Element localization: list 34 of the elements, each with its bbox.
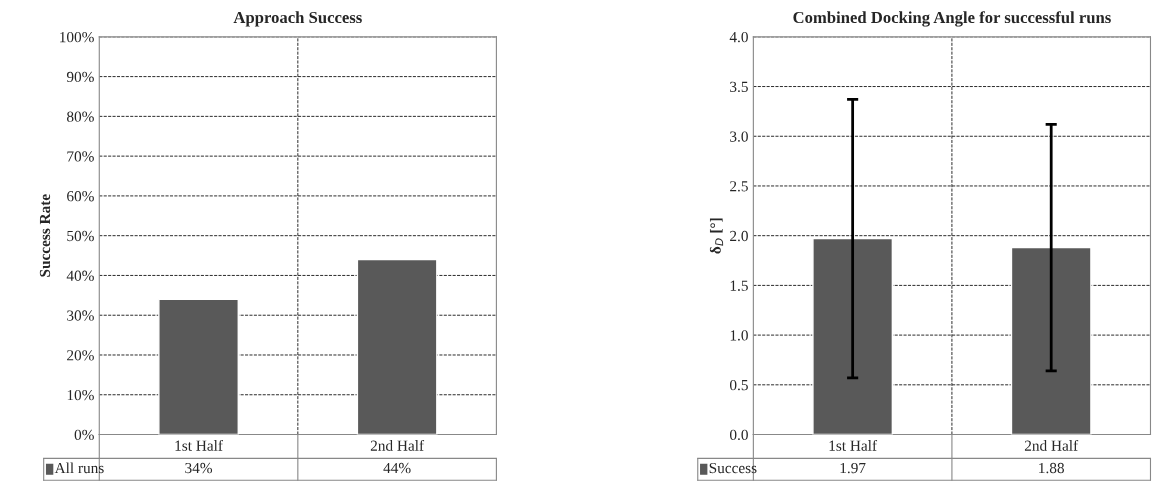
data-label: 1.88: [1039, 462, 1064, 474]
y-tick-label: 3.0: [730, 131, 748, 142]
y-tick-label: 2.5: [730, 181, 748, 192]
y-tick-label: 1.0: [730, 330, 748, 341]
y-tick-label: 30%: [67, 310, 94, 321]
legend-label: All runs: [54, 462, 104, 474]
x-tick-label: 2nd Half: [1024, 439, 1079, 451]
data-label: 1.97: [840, 462, 866, 474]
x-tick-label: 1st Half: [175, 439, 223, 451]
y-tick-label: 70%: [67, 151, 94, 162]
legend-label: Success: [709, 462, 757, 474]
y-axis-title: δ$_{D}$ [°]: [709, 218, 724, 254]
data-label: 44%: [383, 462, 411, 474]
x-tick-label: 1st Half: [829, 439, 878, 451]
y-axis-title: Success Rate: [39, 194, 51, 277]
y-tick-label: 80%: [67, 111, 94, 122]
y-tick-label: 20%: [67, 350, 94, 361]
chart-title: Approach Success: [233, 11, 362, 27]
y-tick-label: 3.5: [730, 81, 748, 93]
x-tick-label: 2nd Half: [370, 439, 425, 451]
y-tick-label: 0.5: [729, 379, 748, 391]
y-tick-label: 4.0: [729, 31, 748, 43]
y-tick-label: 50%: [67, 230, 94, 242]
y-tick-label: 1.5: [730, 280, 748, 291]
y-tick-label: 100%: [60, 31, 94, 43]
y-tick-label: 10%: [67, 389, 94, 401]
chart-title: Combined Docking Angle for successful runs: [793, 11, 1111, 27]
y-tick-label: 0%: [74, 429, 94, 441]
y-tick-label: 60%: [67, 191, 94, 202]
y-tick-label: 40%: [66, 270, 94, 281]
y-tick-label: 0.0: [729, 429, 748, 441]
y-tick-label: 2.0: [730, 230, 748, 242]
data-label: 34%: [185, 462, 213, 474]
y-tick-label: 90%: [66, 71, 94, 83]
